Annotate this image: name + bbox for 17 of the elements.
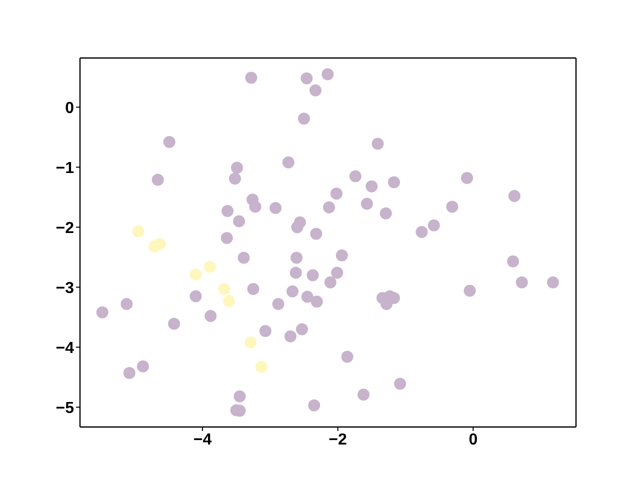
x-tick-label: 0 [468,431,478,448]
y-tick-label: −4 [56,340,74,357]
x-tick-label: −2 [328,431,348,448]
y-tick-label: −5 [56,400,74,417]
point [148,240,160,252]
point [244,336,257,348]
y-tick-label: −2 [56,220,74,237]
y-tick-label: −3 [56,280,74,297]
y-tick-label: −1 [56,160,74,177]
point [218,283,230,295]
point [204,260,216,273]
x-tick-label: −4 [193,431,212,448]
point [190,268,202,281]
point [222,295,235,307]
point [255,361,268,373]
y-tick-label: 0 [65,100,74,117]
point [132,225,144,238]
